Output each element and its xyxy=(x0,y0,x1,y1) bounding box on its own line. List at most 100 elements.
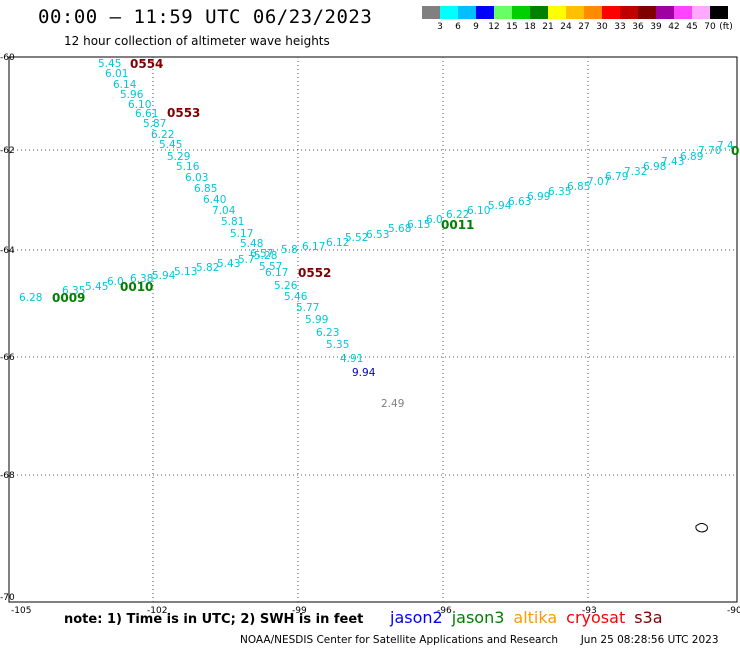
wave-height-value: 5.57 xyxy=(259,261,282,273)
legend-label: 36 xyxy=(632,22,644,32)
wave-height-value: 5.8 xyxy=(281,244,298,256)
wave-height-value: 2.49 xyxy=(381,398,404,410)
longitude-tick-label: -105 xyxy=(11,606,31,616)
wave-height-value: 5.43 xyxy=(217,258,240,270)
legend-label: 6 xyxy=(455,22,461,32)
credit-text: NOAA/NESDIS Center for Satellite Applica… xyxy=(240,634,558,646)
legend-label: 33 xyxy=(614,22,626,32)
longitude-tick-label: -90 xyxy=(727,606,740,616)
wave-height-value: 6.35 xyxy=(548,186,571,198)
wave-height-value: 5.45 xyxy=(98,58,121,70)
wave-height-value: 5.29 xyxy=(167,151,190,163)
wave-height-value: 5.17 xyxy=(230,228,253,240)
longitude-tick-label: -99 xyxy=(292,606,307,616)
longitude-tick-label: -102 xyxy=(147,606,167,616)
wave-height-value: 6.14 xyxy=(113,79,137,91)
longitude-tick-label: -96 xyxy=(437,606,452,616)
legend-swatch xyxy=(620,6,638,19)
wave-height-value: 6.28 xyxy=(19,292,42,304)
legend-swatch xyxy=(476,6,494,19)
wave-height-value: 5.7 xyxy=(238,254,255,266)
wave-height-value: 6.38 xyxy=(130,273,153,285)
altimeter-track-values: 5.456.016.145.966.106.615.876.225.455.29… xyxy=(19,58,734,410)
pass-time-label: 0011 xyxy=(441,218,474,232)
wave-height-value: 5.82 xyxy=(196,262,219,274)
latitude-tick-label: -64 xyxy=(0,246,15,256)
satellite-legend: jason2 jason3 altika cryosat s3a xyxy=(390,608,672,627)
wave-height-value: 6.40 xyxy=(203,194,226,206)
wave-height-value: 5.77 xyxy=(296,302,319,314)
wave-height-value: 4.91 xyxy=(340,353,363,365)
legend-label: 30 xyxy=(596,22,608,32)
map-gridlines xyxy=(9,57,737,602)
map-frame xyxy=(8,56,738,603)
satellite-label: jason3 xyxy=(451,608,505,627)
wave-height-value: 6.35 xyxy=(62,285,85,297)
wave-height-value: 6.10 xyxy=(128,99,151,111)
legend-swatch xyxy=(566,6,584,19)
wave-height-value: 5.52 xyxy=(345,232,368,244)
longitude-tick-label: -93 xyxy=(582,606,597,616)
legend-swatch xyxy=(494,6,512,19)
wave-height-value: 5.96 xyxy=(120,89,144,101)
wave-height-value: 6.22 xyxy=(446,209,469,221)
pass-time-label: 0554 xyxy=(130,57,163,71)
legend-label: 18 xyxy=(524,22,536,32)
wave-height-value: 6.10 xyxy=(467,205,490,217)
timestamp: Jun 25 08:28:56 UTC 2023 xyxy=(580,634,719,646)
legend-swatch xyxy=(440,6,458,19)
pass-time-label: 0009 xyxy=(52,291,85,305)
pass-time-label: 0010 xyxy=(120,280,153,294)
legend-label: 39 xyxy=(650,22,662,32)
wave-height-value: 5.45 xyxy=(85,281,108,293)
wave-height-value: 6.15 xyxy=(407,219,430,231)
wave-height-value: 5.87 xyxy=(143,118,166,130)
legend-label: (ft) xyxy=(719,22,733,32)
legend-label: 3 xyxy=(437,22,443,32)
wave-height-value: 6.85 xyxy=(194,183,217,195)
pass-time-label: 0552 xyxy=(298,266,331,280)
footnote: note: 1) Time is in UTC; 2) SWH is in fe… xyxy=(64,612,364,627)
wave-height-value: 6.01 xyxy=(105,68,128,80)
legend-label: 12 xyxy=(488,22,500,32)
color-scale-legend xyxy=(422,6,728,19)
legend-label: 45 xyxy=(686,22,698,32)
wave-height-value: 6.22 xyxy=(151,129,174,141)
legend-label: 27 xyxy=(578,22,590,32)
wave-height-value: 6.63 xyxy=(508,196,531,208)
satellite-label: cryosat xyxy=(566,608,626,627)
legend-swatch xyxy=(458,6,476,19)
wave-height-value: 7.43 xyxy=(661,156,684,168)
wave-height-value: 5.94 xyxy=(488,200,512,212)
satellite-label: jason2 xyxy=(390,608,443,627)
wave-height-value: 5.13 xyxy=(174,266,197,278)
wave-height-value: 6.12 xyxy=(326,237,349,249)
wave-height-value: 6.0 xyxy=(107,276,124,288)
legend-label: 21 xyxy=(542,22,554,32)
wave-height-value: 7.4 xyxy=(717,140,734,152)
latitude-tick-label: -70 xyxy=(0,593,15,603)
legend-label: 42 xyxy=(668,22,680,32)
legend-swatch xyxy=(512,6,530,19)
legend-swatch xyxy=(548,6,566,19)
axis-tick-labels: -105 -102 -99 -96 -93 -90 -60 -62 -64 -66 -68 -70 xyxy=(0,53,740,616)
wave-height-value: 6.79 xyxy=(605,171,628,183)
wave-height-value: 5.68 xyxy=(388,223,411,235)
legend-swatch xyxy=(638,6,656,19)
wave-height-value: 7.70 xyxy=(698,145,721,157)
legend-label: 24 xyxy=(560,22,572,32)
legend-swatch xyxy=(656,6,674,19)
wave-height-value: 6.61 xyxy=(135,108,158,120)
map-title: 00:00 – 11:59 UTC 06/23/2023 xyxy=(38,6,373,28)
map-subtitle: 12 hour collection of altimeter wave hei… xyxy=(64,34,330,48)
wave-height-value: 6.85 xyxy=(567,181,590,193)
legend-label: 9 xyxy=(473,22,479,32)
legend-swatch xyxy=(602,6,620,19)
legend-label: 70 xyxy=(704,22,716,32)
legend-swatch xyxy=(584,6,602,19)
wave-height-value: 6.0 xyxy=(426,214,443,226)
pass-time-label: 0553 xyxy=(167,106,200,120)
legend-swatch xyxy=(422,6,440,19)
wave-height-value: 5.81 xyxy=(221,216,244,228)
